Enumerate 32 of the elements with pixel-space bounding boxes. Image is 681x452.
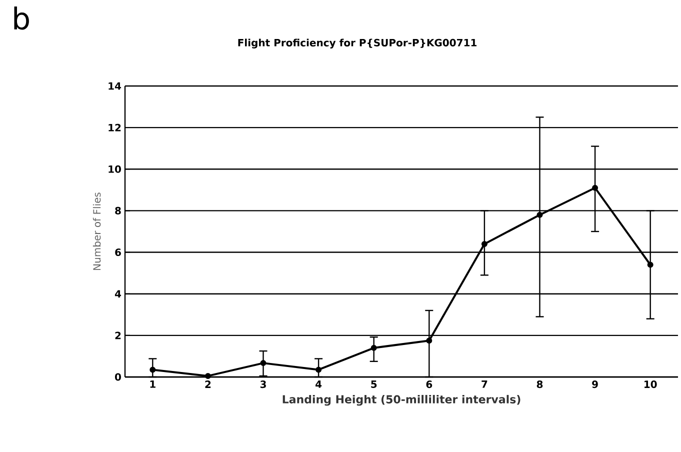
text: b bbox=[14, 6, 29, 30]
x-tick-label: 6 bbox=[426, 380, 432, 388]
y-tick-label: 0 bbox=[115, 373, 121, 381]
y-tick-label: 4 bbox=[114, 290, 122, 298]
y-tick-label: 14 bbox=[108, 82, 122, 90]
point bbox=[260, 360, 266, 366]
y-tick-label: 8 bbox=[115, 206, 121, 214]
point bbox=[204, 372, 211, 379]
point bbox=[481, 240, 488, 247]
y-tick-label: 2 bbox=[115, 332, 121, 340]
point bbox=[426, 338, 432, 344]
x-tick-label: 10 bbox=[644, 380, 657, 388]
x-axis-title: Landing Height (50-milliliter intervals) bbox=[282, 394, 520, 406]
point bbox=[370, 344, 377, 351]
point bbox=[150, 366, 156, 373]
x-tick-label: 1 bbox=[150, 380, 156, 388]
x-tick-label: 7 bbox=[482, 380, 488, 388]
x-tick-label: 9 bbox=[592, 380, 598, 388]
x-tick-label: 4 bbox=[316, 380, 322, 388]
y-tick-label: 6 bbox=[115, 248, 121, 256]
point bbox=[316, 366, 322, 373]
x-tick-label: 3 bbox=[260, 380, 266, 388]
y-tick-label: 12 bbox=[108, 124, 121, 132]
chart-title: Flight Proficiency for P{SUPor-P}KG00711 bbox=[238, 38, 476, 48]
y-tick-label: 10 bbox=[108, 165, 121, 173]
point bbox=[647, 262, 654, 268]
y-axis-title: Number of Flies bbox=[92, 192, 101, 270]
x-tick-label: 2 bbox=[205, 380, 211, 388]
x-tick-label: 8 bbox=[536, 380, 543, 388]
point bbox=[536, 212, 543, 218]
x-tick-label: 5 bbox=[371, 380, 377, 388]
point bbox=[592, 184, 598, 191]
